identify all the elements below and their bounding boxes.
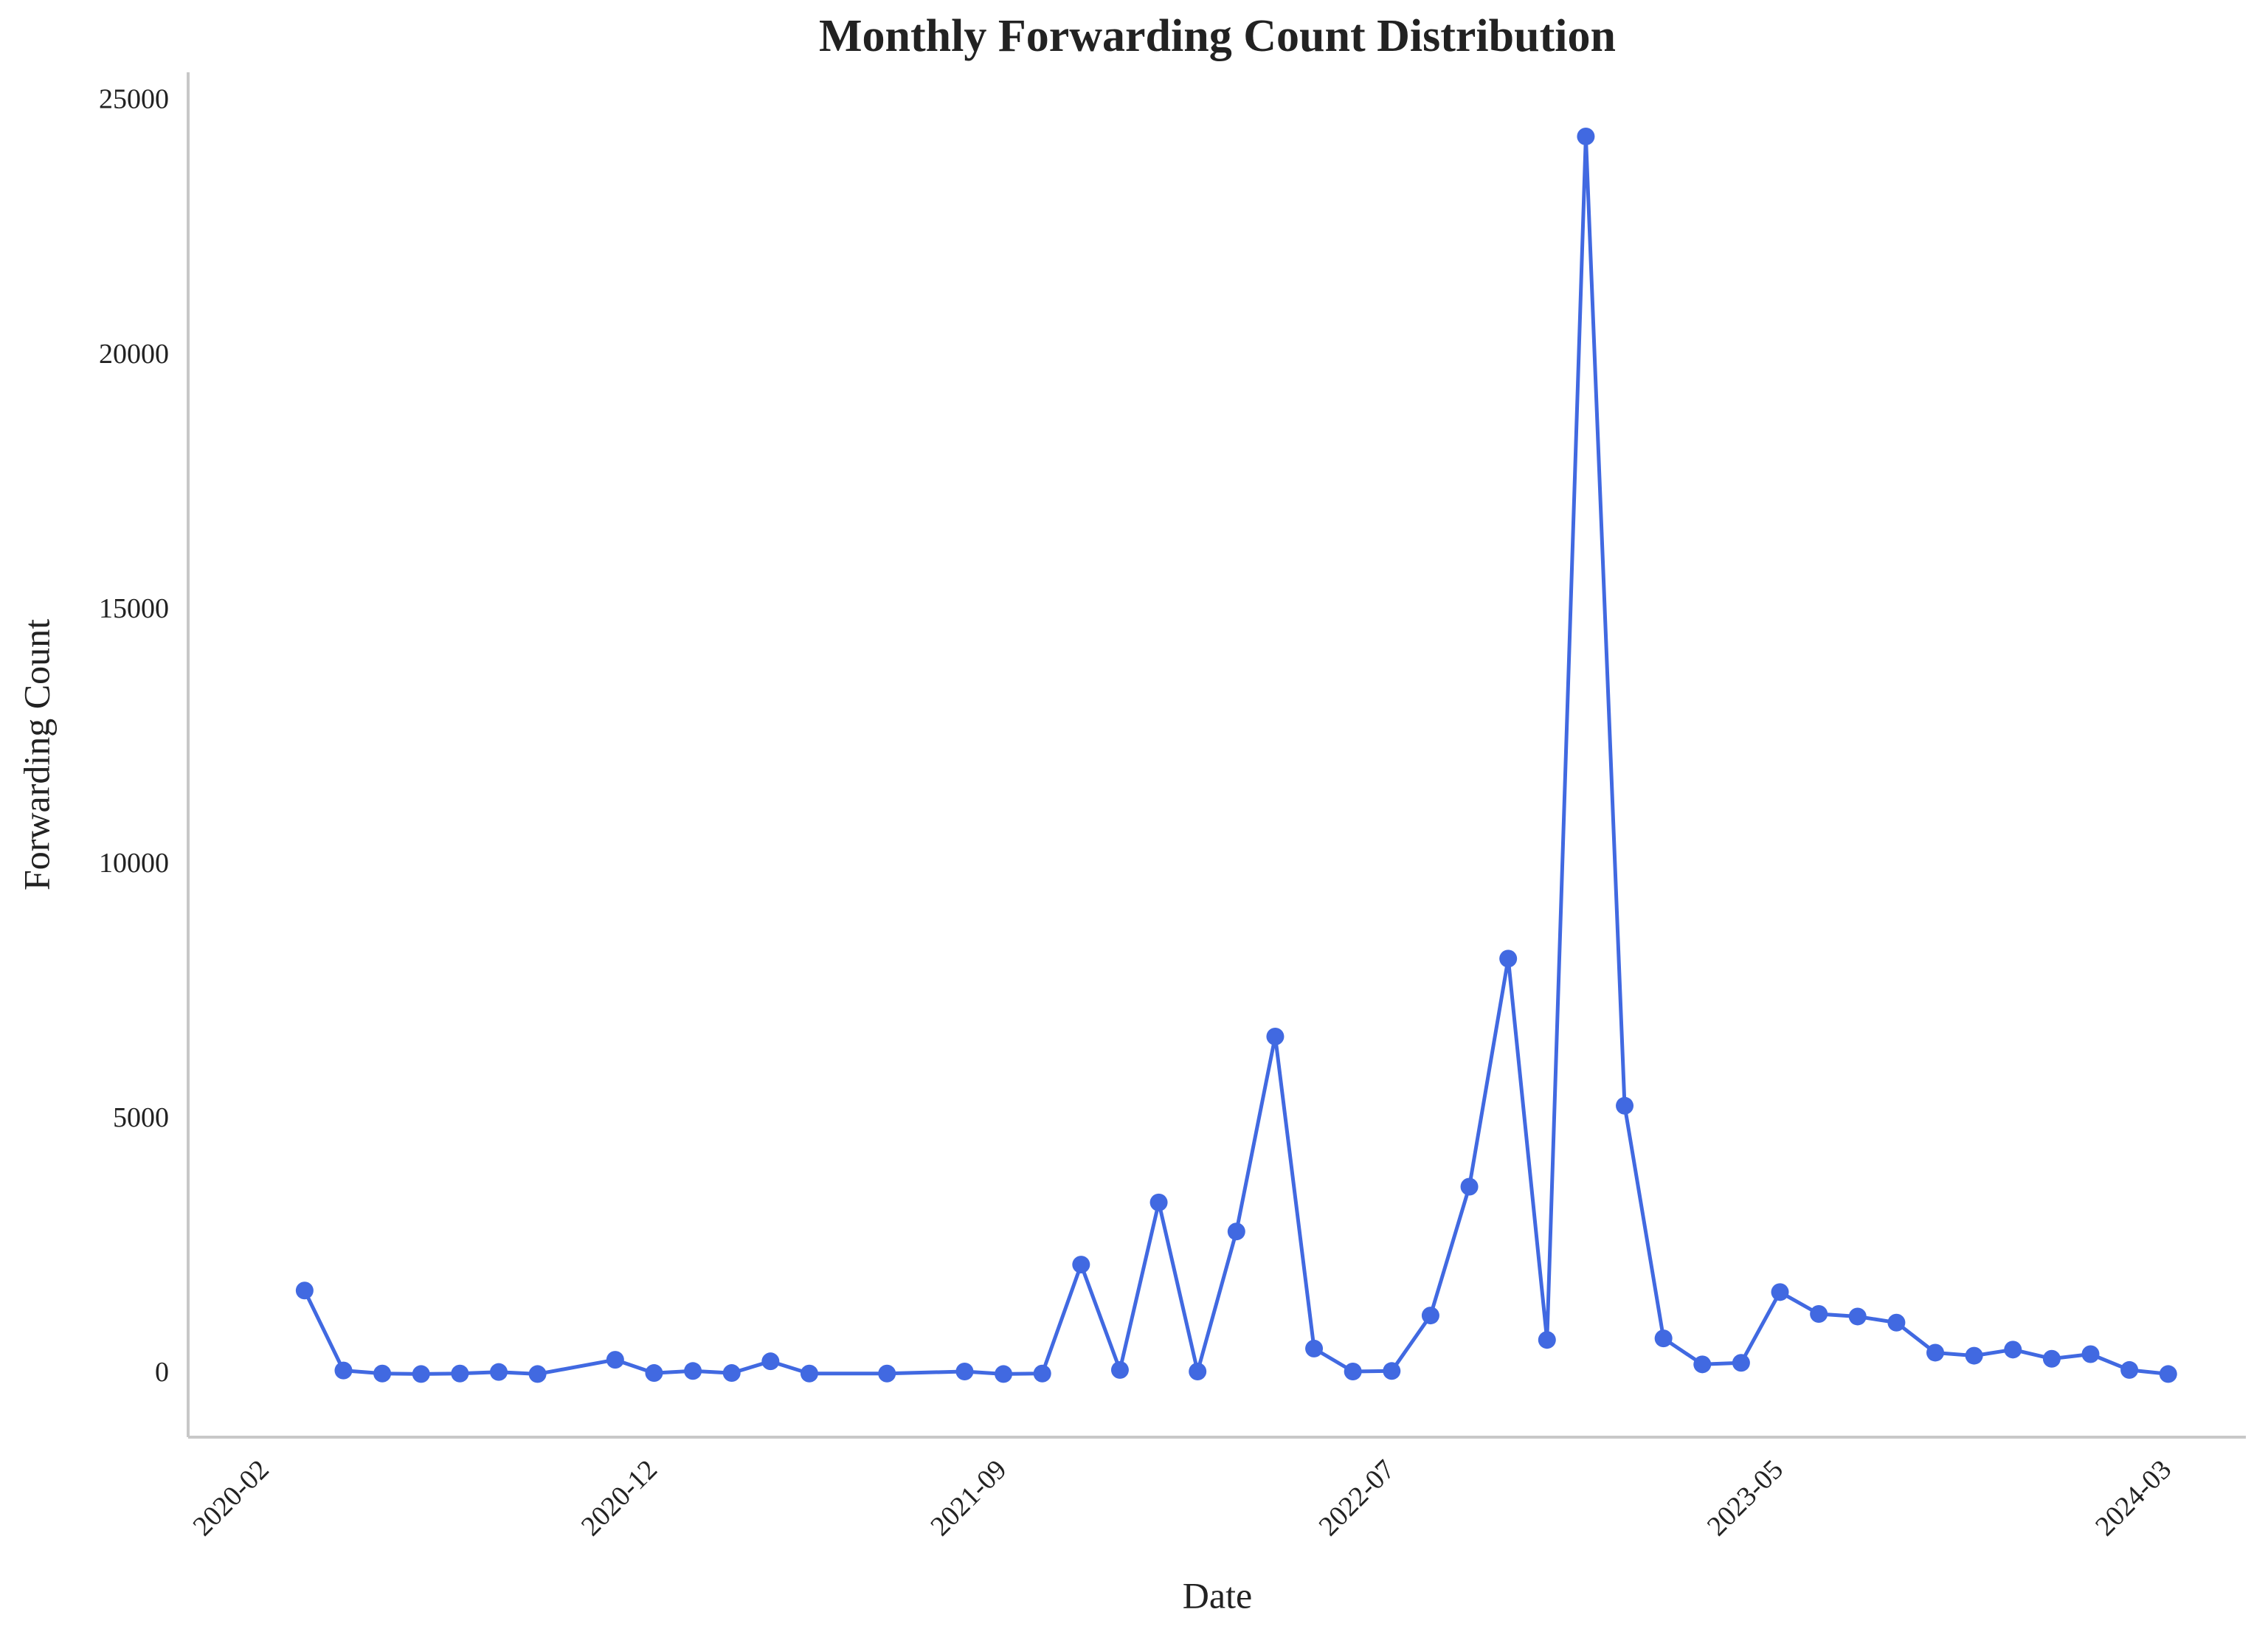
marker <box>1033 1364 1051 1383</box>
y-tick-label: 5000 <box>113 1102 169 1133</box>
marker <box>2081 1345 2100 1363</box>
y-tick-label: 10000 <box>99 848 169 879</box>
marker <box>995 1365 1013 1383</box>
marker <box>1421 1307 1439 1325</box>
marker <box>645 1364 663 1383</box>
y-tick-label: 25000 <box>99 84 169 115</box>
marker <box>1848 1307 1867 1326</box>
marker <box>373 1364 392 1383</box>
marker <box>295 1281 314 1300</box>
marker <box>1499 950 1518 968</box>
marker <box>800 1364 818 1383</box>
marker <box>606 1351 624 1369</box>
marker <box>684 1362 702 1380</box>
marker <box>1460 1177 1479 1196</box>
y-tick-label: 20000 <box>99 339 169 370</box>
y-tick-label: 15000 <box>99 593 169 624</box>
y-tick-label: 0 <box>155 1357 169 1388</box>
marker <box>2042 1349 2061 1368</box>
marker <box>1965 1346 1983 1365</box>
line <box>302 134 2169 1376</box>
marker <box>1538 1331 1556 1349</box>
marker <box>1266 1027 1285 1045</box>
marker <box>1693 1355 1712 1374</box>
chart-title: Monthly Forwarding Count Distribution <box>819 11 1616 61</box>
marker <box>1926 1343 1945 1362</box>
marker <box>1189 1362 1207 1380</box>
marker <box>1577 127 1595 145</box>
marker <box>722 1364 741 1383</box>
marker <box>1771 1283 1789 1301</box>
marker <box>2120 1360 2139 1379</box>
marker <box>489 1363 508 1381</box>
marker <box>955 1362 974 1380</box>
marker <box>2159 1365 2177 1383</box>
marker <box>528 1365 547 1383</box>
marker <box>1149 1193 1168 1211</box>
marker <box>1732 1354 1750 1372</box>
marker <box>334 1361 353 1380</box>
marker <box>451 1364 469 1383</box>
marker <box>2004 1341 2022 1359</box>
marker <box>1383 1362 1401 1380</box>
marker <box>878 1364 896 1383</box>
marker <box>1227 1222 1245 1241</box>
marker <box>761 1352 780 1371</box>
marker <box>1344 1362 1362 1380</box>
marker <box>1810 1305 1828 1324</box>
marker <box>1887 1313 1906 1332</box>
x-axis-label: Date <box>1183 1574 1252 1616</box>
y-axis-label: Forwarding Count <box>15 619 57 890</box>
marker <box>1072 1256 1090 1274</box>
marker <box>1616 1096 1634 1115</box>
marker <box>1305 1339 1324 1357</box>
marker <box>412 1365 430 1383</box>
marker <box>1110 1360 1129 1379</box>
marker <box>1654 1329 1673 1348</box>
